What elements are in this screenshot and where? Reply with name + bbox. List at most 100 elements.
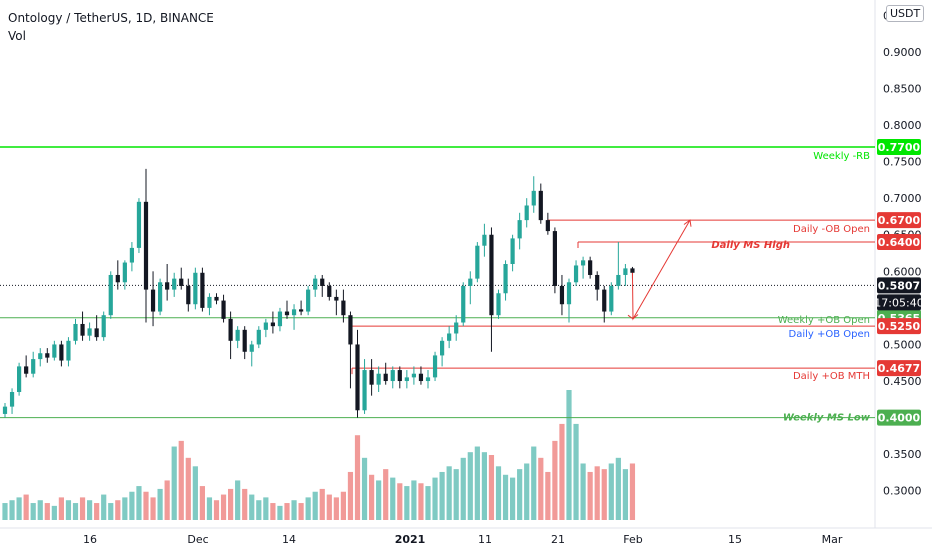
volume-bar <box>58 497 64 520</box>
x-tick-label: 15 <box>728 533 742 546</box>
candle-body <box>263 322 268 330</box>
level-annotation: Daily MS High <box>711 240 790 251</box>
candle-body <box>24 366 29 374</box>
candle-body <box>404 377 409 382</box>
candle-body <box>270 322 275 327</box>
y-tick-label: 0.7500 <box>883 156 922 169</box>
candle-body <box>143 201 149 290</box>
candle-body <box>158 282 163 312</box>
volume-bar <box>326 494 332 520</box>
volume-bar <box>559 423 565 520</box>
candle-body <box>80 323 85 336</box>
candle-body <box>221 300 226 319</box>
volume-bar <box>622 469 628 520</box>
level-annotation: Weekly MS Low <box>783 413 871 424</box>
candle-body <box>573 265 579 283</box>
volume-bar <box>87 500 93 520</box>
candle-body <box>277 311 283 327</box>
candle-body <box>559 285 565 305</box>
candle-body <box>186 285 191 305</box>
price-badge-label: 0.4000 <box>878 412 921 425</box>
candle-body <box>609 285 614 312</box>
volume-bar <box>171 446 177 520</box>
candle-body <box>17 366 22 392</box>
volume-bar <box>383 469 389 520</box>
candle-body <box>482 234 487 246</box>
volume-bar <box>192 466 198 520</box>
price-badge-label: 0.5807 <box>878 279 920 292</box>
volume-bar <box>340 491 346 520</box>
volume-bar <box>115 500 121 520</box>
candle-body <box>165 282 170 290</box>
candle-body <box>454 322 459 334</box>
volume-bar <box>30 503 36 520</box>
volume-bar <box>333 497 339 520</box>
volume-bar <box>467 452 473 520</box>
volume-bar <box>319 488 325 520</box>
candle-body <box>383 373 388 382</box>
candle-body <box>545 220 550 232</box>
volume-bar <box>270 503 276 520</box>
candle-body <box>538 190 543 221</box>
candle-body <box>327 285 332 297</box>
candle-body <box>362 370 367 411</box>
candle-body <box>313 278 318 290</box>
volume-bar <box>122 497 128 520</box>
chart-legend: Ontology / TetherUS, 1D, BINANCE Vol <box>8 9 214 45</box>
price-badge-label: 0.6700 <box>878 214 921 227</box>
price-badge <box>877 138 921 155</box>
volume-bar <box>587 471 593 520</box>
volume-bar <box>94 503 100 520</box>
candle-body <box>73 323 78 341</box>
candle-body <box>150 289 156 312</box>
candle-body <box>524 205 529 221</box>
countdown-badge <box>877 294 921 311</box>
volume-bar <box>44 503 50 520</box>
arrowhead <box>683 219 692 227</box>
currency-badge[interactable]: USDT <box>886 5 925 22</box>
candle-body <box>397 370 402 382</box>
volume-bar <box>157 488 163 520</box>
candle-body <box>249 344 254 352</box>
volume-bar <box>65 500 72 520</box>
candle-body <box>496 293 501 316</box>
candle-body <box>461 285 466 323</box>
volume-bar <box>178 440 184 520</box>
candle-body <box>348 315 353 345</box>
volume-bar <box>531 446 537 520</box>
candle-body <box>411 373 416 378</box>
volume-bar <box>242 488 248 520</box>
candle-body <box>172 278 177 290</box>
price-badge-label: 0.4677 <box>878 362 920 375</box>
volume-bar <box>129 491 135 520</box>
y-tick-label: 0.8000 <box>883 119 922 132</box>
volume-bar <box>284 503 290 520</box>
volume-bar <box>136 486 142 520</box>
x-tick-label: Mar <box>822 533 843 546</box>
level-annotation: Weekly +OB Open <box>778 315 870 326</box>
candle-body <box>214 296 219 301</box>
candle-body <box>376 373 381 385</box>
volume-bar <box>213 500 220 520</box>
volume-bar <box>291 500 297 520</box>
candle-body <box>390 370 395 382</box>
volume-bar <box>615 457 621 520</box>
candle-body <box>193 272 198 305</box>
candle-body <box>531 190 536 206</box>
volume-bar <box>185 457 191 520</box>
level-annotation: Daily +OB Open <box>789 329 870 340</box>
candle-body <box>334 296 339 301</box>
price-badge <box>877 318 921 335</box>
symbol-title: Ontology / TetherUS, 1D, BINANCE <box>8 11 214 25</box>
price-badge <box>877 234 921 251</box>
volume-bar <box>228 488 234 520</box>
candle-body <box>517 220 522 239</box>
volume-bar <box>495 466 502 520</box>
volume-bar <box>376 480 382 520</box>
candle-body <box>136 201 142 248</box>
x-tick-label: Feb <box>623 533 642 546</box>
x-tick-label: 2021 <box>395 533 426 546</box>
volume-bar <box>249 494 255 520</box>
